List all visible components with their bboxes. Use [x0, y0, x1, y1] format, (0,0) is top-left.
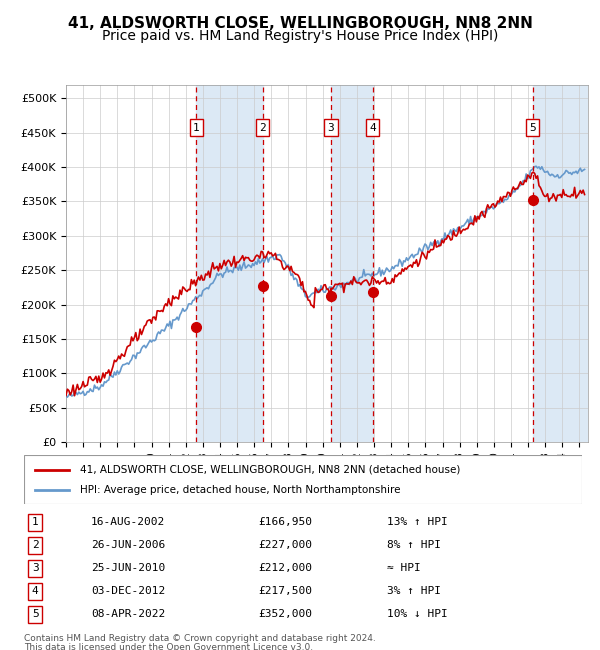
Text: 08-APR-2022: 08-APR-2022: [91, 609, 165, 619]
Text: 2: 2: [259, 123, 266, 133]
Text: £166,950: £166,950: [259, 517, 313, 527]
Text: 3% ↑ HPI: 3% ↑ HPI: [387, 586, 440, 596]
Text: 25-JUN-2010: 25-JUN-2010: [91, 564, 165, 573]
Text: 8% ↑ HPI: 8% ↑ HPI: [387, 540, 440, 551]
Text: 16-AUG-2002: 16-AUG-2002: [91, 517, 165, 527]
Text: £227,000: £227,000: [259, 540, 313, 551]
Text: 13% ↑ HPI: 13% ↑ HPI: [387, 517, 448, 527]
Text: ≈ HPI: ≈ HPI: [387, 564, 421, 573]
Text: HPI: Average price, detached house, North Northamptonshire: HPI: Average price, detached house, Nort…: [80, 485, 400, 495]
FancyBboxPatch shape: [24, 455, 582, 504]
Text: This data is licensed under the Open Government Licence v3.0.: This data is licensed under the Open Gov…: [24, 644, 313, 650]
Text: 41, ALDSWORTH CLOSE, WELLINGBOROUGH, NN8 2NN (detached house): 41, ALDSWORTH CLOSE, WELLINGBOROUGH, NN8…: [80, 465, 460, 474]
Bar: [331, 84, 373, 442]
Text: 3: 3: [32, 564, 38, 573]
Bar: [533, 84, 588, 442]
Text: 4: 4: [370, 123, 376, 133]
Text: £212,000: £212,000: [259, 564, 313, 573]
Text: 1: 1: [193, 123, 200, 133]
Text: 5: 5: [529, 123, 536, 133]
Text: 03-DEC-2012: 03-DEC-2012: [91, 586, 165, 596]
Text: 4: 4: [32, 586, 38, 596]
Text: Price paid vs. HM Land Registry's House Price Index (HPI): Price paid vs. HM Land Registry's House …: [102, 29, 498, 44]
Text: 2: 2: [32, 540, 38, 551]
Text: 26-JUN-2006: 26-JUN-2006: [91, 540, 165, 551]
Bar: [196, 84, 263, 442]
Text: Contains HM Land Registry data © Crown copyright and database right 2024.: Contains HM Land Registry data © Crown c…: [24, 634, 376, 643]
Text: 1: 1: [32, 517, 38, 527]
Text: 41, ALDSWORTH CLOSE, WELLINGBOROUGH, NN8 2NN: 41, ALDSWORTH CLOSE, WELLINGBOROUGH, NN8…: [68, 16, 532, 31]
Text: £217,500: £217,500: [259, 586, 313, 596]
Text: 10% ↓ HPI: 10% ↓ HPI: [387, 609, 448, 619]
Text: 3: 3: [328, 123, 334, 133]
Text: £352,000: £352,000: [259, 609, 313, 619]
Text: 5: 5: [32, 609, 38, 619]
